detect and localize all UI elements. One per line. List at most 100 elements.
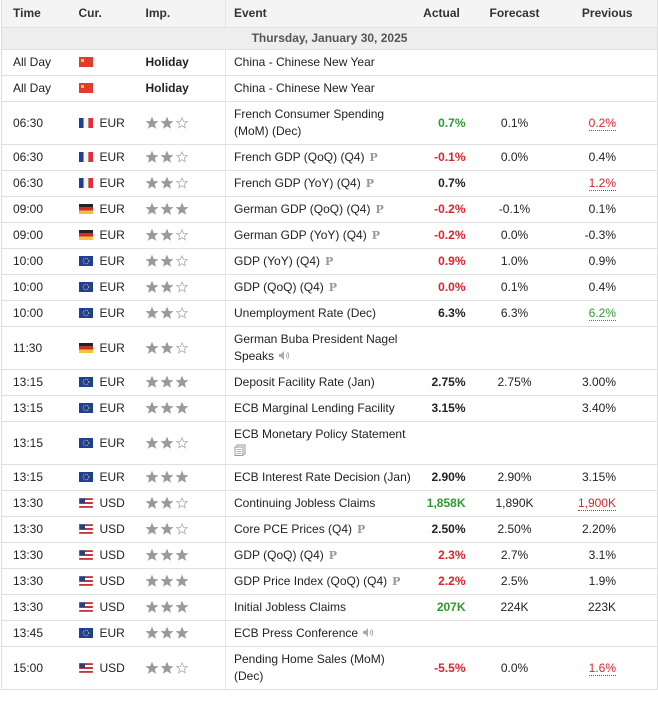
event-name: German GDP (QoQ) (Q4) — [234, 202, 371, 216]
star-filled — [144, 202, 159, 215]
actual: -0.2% — [434, 202, 466, 216]
previous: 2.20% — [581, 522, 616, 536]
previous: 0.4% — [588, 150, 616, 164]
star — [159, 254, 174, 267]
star — [159, 176, 174, 189]
importance — [135, 300, 226, 327]
importance — [135, 144, 226, 171]
flag — [78, 57, 93, 67]
event-name: Deposit Facility Rate (Jan) — [234, 375, 375, 389]
actual: 207K — [436, 600, 466, 614]
doc-lines — [236, 449, 242, 454]
flag-stars — [82, 283, 89, 291]
time: 13:45 — [1, 620, 71, 647]
currency: USD — [99, 600, 125, 614]
flag — [78, 342, 93, 353]
time: 13:30 — [1, 516, 71, 543]
flag-stars — [82, 629, 89, 637]
importance — [135, 326, 226, 370]
preliminary-badge: P — [328, 549, 338, 562]
flag — [78, 662, 93, 673]
forecast-cell: 0.0% — [471, 144, 558, 171]
previous-cell — [557, 326, 658, 370]
importance — [135, 369, 226, 396]
star-empty — [174, 254, 189, 267]
event-row: 13:30 USD GDP Price Index (QoQ) (Q4) P 2.2% 2… — [1, 568, 658, 595]
flag-stripe — [78, 554, 93, 556]
flag-canton — [78, 550, 85, 555]
flag-stripe — [78, 670, 93, 673]
actual: 2.3% — [438, 548, 466, 562]
star — [159, 436, 174, 449]
flag-stripe — [78, 556, 93, 558]
event-name: GDP (QoQ) (Q4) — [234, 548, 324, 562]
star — [174, 150, 189, 163]
previous: -0.3% — [584, 228, 616, 242]
forecast: 0.0% — [500, 228, 529, 242]
forecast: 2.7% — [500, 548, 529, 562]
flag-stripe — [78, 602, 93, 604]
importance — [135, 274, 226, 301]
previous: 0.4% — [588, 280, 616, 294]
flag-stripe — [78, 349, 93, 353]
star — [174, 574, 189, 587]
currency: USD — [99, 496, 125, 510]
event-row: 13:15 EUR ECB Marginal Lending Facility 3.1… — [1, 395, 658, 422]
event-name: French GDP (QoQ) (Q4) — [234, 150, 365, 164]
previous-cell: 2.20% — [557, 516, 658, 543]
event-name: Unemployment Rate (Dec) — [234, 306, 377, 320]
currency-cell: EUR — [70, 144, 136, 171]
flag-stripe — [78, 498, 93, 500]
star-filled — [159, 401, 174, 414]
actual-cell: 0.7% — [411, 101, 472, 145]
star — [144, 116, 159, 129]
star-filled — [174, 600, 189, 613]
currency: EUR — [99, 202, 125, 216]
event-cell: French GDP (YoY) (Q4) P — [225, 170, 412, 197]
actual: 6.3% — [438, 306, 466, 320]
column-header: Event — [225, 0, 412, 28]
flag-stripe — [78, 558, 93, 560]
time: 09:00 — [1, 196, 71, 223]
event-row: 13:45 EUR ECB Press Conference — [1, 620, 658, 647]
star-filled — [144, 306, 159, 319]
forecast-cell: 2.5% — [471, 568, 558, 595]
flag-stripe — [78, 604, 93, 606]
previous-cell: 3.40% — [557, 395, 658, 422]
previous: 1.9% — [588, 574, 616, 588]
actual-cell: 2.75% — [411, 369, 472, 396]
column-header: Actual — [411, 0, 472, 28]
flag-field — [78, 256, 93, 266]
event-name: China - Chinese New Year — [234, 55, 375, 69]
event-name: ECB Interest Rate Decision (Jan) — [234, 470, 411, 484]
previous: 1,900K — [577, 496, 616, 511]
currency: EUR — [99, 115, 125, 130]
currency-cell: EUR — [70, 196, 136, 223]
currency: EUR — [99, 176, 125, 190]
time: 13:30 — [1, 490, 71, 517]
forecast: 2.5% — [500, 574, 529, 588]
star-filled — [144, 470, 159, 483]
event-cell: German Buba President Nagel Speaks — [225, 326, 412, 370]
star — [159, 661, 174, 674]
star — [159, 150, 174, 163]
previous-cell: 3.15% — [557, 464, 658, 491]
currency-cell — [70, 75, 136, 102]
previous: 6.2% — [588, 306, 616, 321]
speaker-icon — [279, 351, 290, 360]
star — [174, 401, 189, 414]
previous-cell — [557, 421, 658, 465]
star — [174, 228, 189, 241]
currency-cell: EUR — [70, 326, 136, 370]
event-cell: GDP (QoQ) (Q4) P — [225, 542, 412, 569]
star — [144, 436, 159, 449]
event-cell: China - Chinese New Year — [225, 75, 412, 102]
star — [144, 280, 159, 293]
star-filled — [144, 548, 159, 561]
star — [144, 522, 159, 535]
flag-stripe — [78, 210, 93, 214]
currency-cell: USD — [70, 542, 136, 569]
star-filled — [144, 176, 159, 189]
event-row: 13:15 EUR ECB Interest Rate Decision (Jan)… — [1, 464, 658, 491]
event-cell: ECB Press Conference — [225, 620, 412, 647]
